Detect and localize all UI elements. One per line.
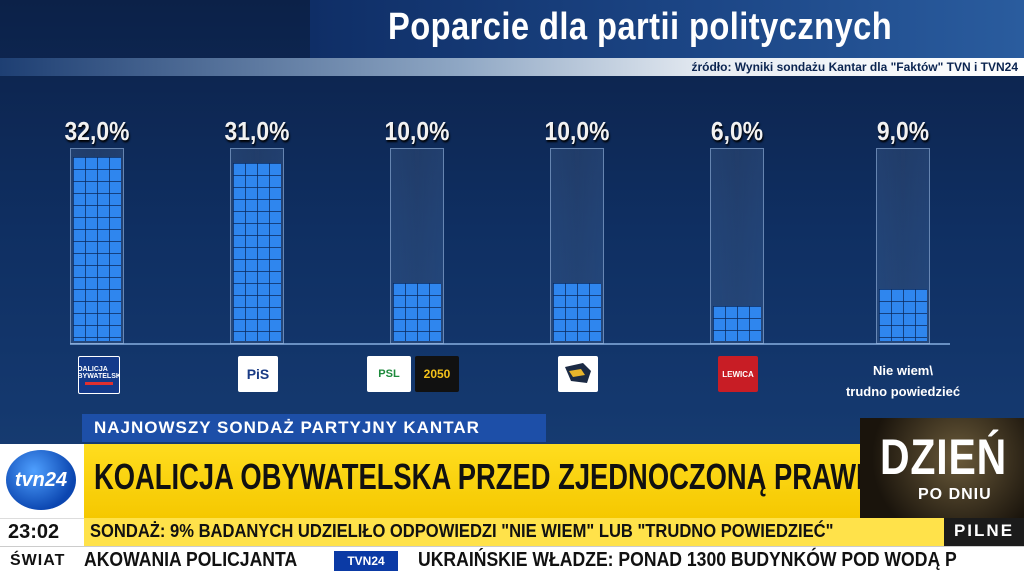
subheading: NAJNOWSZY SONDAŻ PARTYJNY KANTAR (94, 418, 480, 437)
bar (73, 157, 121, 341)
party-logo-slot: Nie wiem\ trudno powiedzieć (841, 356, 965, 416)
pis-logo-icon: PiS (238, 356, 278, 392)
clock-box (0, 518, 84, 547)
bar-column-lewica: 6,0% LEWICA (705, 76, 769, 392)
data-label: 9,0% (876, 116, 930, 146)
bar-tube (876, 148, 930, 344)
data-label: 32,0% (64, 116, 130, 146)
ticker-band (0, 546, 1024, 577)
ticker-brand-badge: TVN24 (334, 551, 398, 571)
clock: 23:02 (8, 521, 60, 543)
headline-band (84, 444, 860, 518)
data-label: 10,0% (384, 116, 450, 146)
bar-tube (230, 148, 284, 344)
subline-band (84, 518, 944, 546)
bar-tube (710, 148, 764, 344)
lewica-logo-icon: LEWICA (718, 356, 758, 392)
source-note: źródło: Wyniki sondażu Kantar dla "Faktó… (691, 60, 1018, 74)
bar (393, 283, 441, 341)
party-logo-slot: LEWICA (675, 356, 799, 416)
party-logo-slot: PSL 2050 (355, 356, 479, 416)
urgent-box (944, 518, 1024, 546)
party-logo-slot: KOALICJA OBYWATELSKA (35, 356, 159, 416)
bar-column-konfederacja: 10,0% (545, 76, 609, 392)
party-logo-slot (515, 356, 639, 416)
ticker-item: AKOWANIA POLICJANTA (84, 549, 298, 571)
polska-2050-logo-icon: 2050 (415, 356, 459, 392)
data-label: 31,0% (224, 116, 290, 146)
urgent-label: PILNE (953, 521, 1015, 540)
bar-tube (550, 148, 604, 344)
headline: KOALICJA OBYWATELSKA PRZED ZJEDNOCZONĄ P… (94, 456, 904, 497)
bar-column-undecided: 9,0% Nie wiem\ trudno powiedzieć (846, 76, 960, 399)
psl-logo-icon: PSL (367, 356, 411, 392)
tvn24-logo-icon: tvn24 (6, 450, 76, 510)
bar-chart: 32,0% KOALICJA OBYWATELSKA 31,0% PiS 10,… (0, 76, 1024, 410)
party-logo-slot: PiS (195, 356, 319, 416)
undecided-label-line1: Nie wiem\ (873, 363, 933, 378)
bar-tube (390, 148, 444, 344)
bar-column-psl-2050: 10,0% PSL 2050 (367, 76, 459, 392)
channel-logo-box: tvn24 (0, 444, 84, 518)
undecided-label: Nie wiem\ trudno powiedzieć (841, 360, 965, 402)
bar (879, 289, 927, 341)
ticker-label: ŚWIAT (0, 548, 84, 574)
chart-title: Poparcie dla partii politycznych (388, 6, 893, 48)
bar (713, 306, 761, 341)
bar (553, 283, 601, 341)
bar (233, 163, 281, 341)
ko-logo-icon: KOALICJA OBYWATELSKA (78, 356, 120, 394)
program-title: DZIEŃ (880, 429, 1008, 485)
subline: SONDAŻ: 9% BADANYCH UDZIELIŁO ODPOWIEDZI… (90, 521, 834, 541)
konfederacja-logo-icon (558, 356, 598, 392)
bar-column-pis: 31,0% PiS (225, 76, 289, 392)
program-box (860, 418, 1024, 518)
bar-column-ko: 32,0% KOALICJA OBYWATELSKA (65, 76, 129, 394)
data-label: 10,0% (544, 116, 610, 146)
undecided-label-line2: trudno powiedzieć (845, 384, 961, 399)
subheading-band (82, 414, 546, 442)
title-band (310, 0, 1024, 58)
source-band (0, 58, 1024, 76)
data-label: 6,0% (710, 116, 764, 146)
chart-baseline (70, 343, 950, 345)
bar-tube (70, 148, 124, 344)
ticker-item: UKRAIŃSKIE WŁADZE: PONAD 1300 BUDYNKÓW P… (418, 549, 957, 571)
program-subtitle: PO DNIU (918, 486, 992, 503)
